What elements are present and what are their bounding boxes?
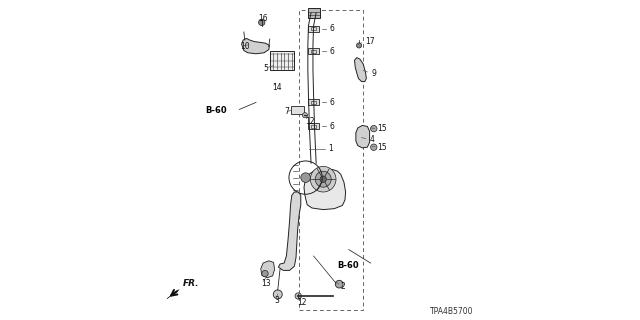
- Text: 6: 6: [330, 24, 335, 33]
- Bar: [311, 125, 316, 128]
- Text: 14: 14: [272, 83, 282, 92]
- Bar: [311, 27, 316, 30]
- Text: 15: 15: [378, 124, 387, 133]
- Text: 2: 2: [340, 282, 346, 291]
- Circle shape: [356, 43, 362, 48]
- Circle shape: [295, 293, 301, 299]
- Polygon shape: [242, 38, 269, 54]
- Circle shape: [315, 171, 332, 187]
- Bar: [270, 51, 294, 70]
- Text: 5: 5: [263, 64, 268, 73]
- Circle shape: [371, 125, 377, 132]
- Text: 9: 9: [371, 69, 376, 78]
- Polygon shape: [261, 261, 275, 278]
- Bar: [308, 123, 319, 130]
- Bar: [300, 10, 364, 310]
- Text: B-60: B-60: [337, 261, 358, 270]
- Circle shape: [310, 166, 336, 192]
- Polygon shape: [278, 192, 301, 270]
- Bar: [308, 26, 319, 32]
- Text: 10: 10: [241, 42, 250, 51]
- Text: 12: 12: [306, 117, 315, 126]
- Text: 15: 15: [378, 143, 387, 152]
- Bar: [308, 48, 319, 54]
- Circle shape: [273, 290, 282, 299]
- Bar: [311, 50, 316, 53]
- Circle shape: [335, 280, 343, 288]
- Bar: [308, 8, 320, 18]
- Polygon shape: [167, 290, 179, 299]
- Circle shape: [259, 19, 265, 26]
- Circle shape: [301, 173, 310, 182]
- Circle shape: [262, 270, 268, 277]
- Polygon shape: [355, 58, 366, 82]
- Text: 13: 13: [261, 279, 271, 288]
- Text: FR.: FR.: [182, 279, 199, 288]
- Bar: [311, 101, 316, 104]
- Text: 16: 16: [259, 14, 268, 23]
- Text: 12: 12: [298, 298, 307, 307]
- Text: B-60: B-60: [205, 106, 227, 115]
- Polygon shape: [356, 125, 370, 148]
- Text: 3: 3: [275, 296, 280, 305]
- Text: 6: 6: [330, 122, 335, 131]
- Circle shape: [303, 113, 308, 118]
- Text: 6: 6: [330, 47, 335, 56]
- Bar: [308, 99, 319, 106]
- Polygon shape: [304, 169, 346, 210]
- Text: 1: 1: [328, 144, 333, 153]
- Bar: [291, 106, 304, 114]
- Text: 7: 7: [284, 108, 289, 116]
- Text: 6: 6: [330, 98, 335, 107]
- Text: 4: 4: [370, 135, 374, 144]
- Text: TPA4B5700: TPA4B5700: [430, 307, 474, 316]
- Circle shape: [320, 176, 326, 182]
- Circle shape: [371, 144, 377, 150]
- Text: 17: 17: [365, 37, 374, 46]
